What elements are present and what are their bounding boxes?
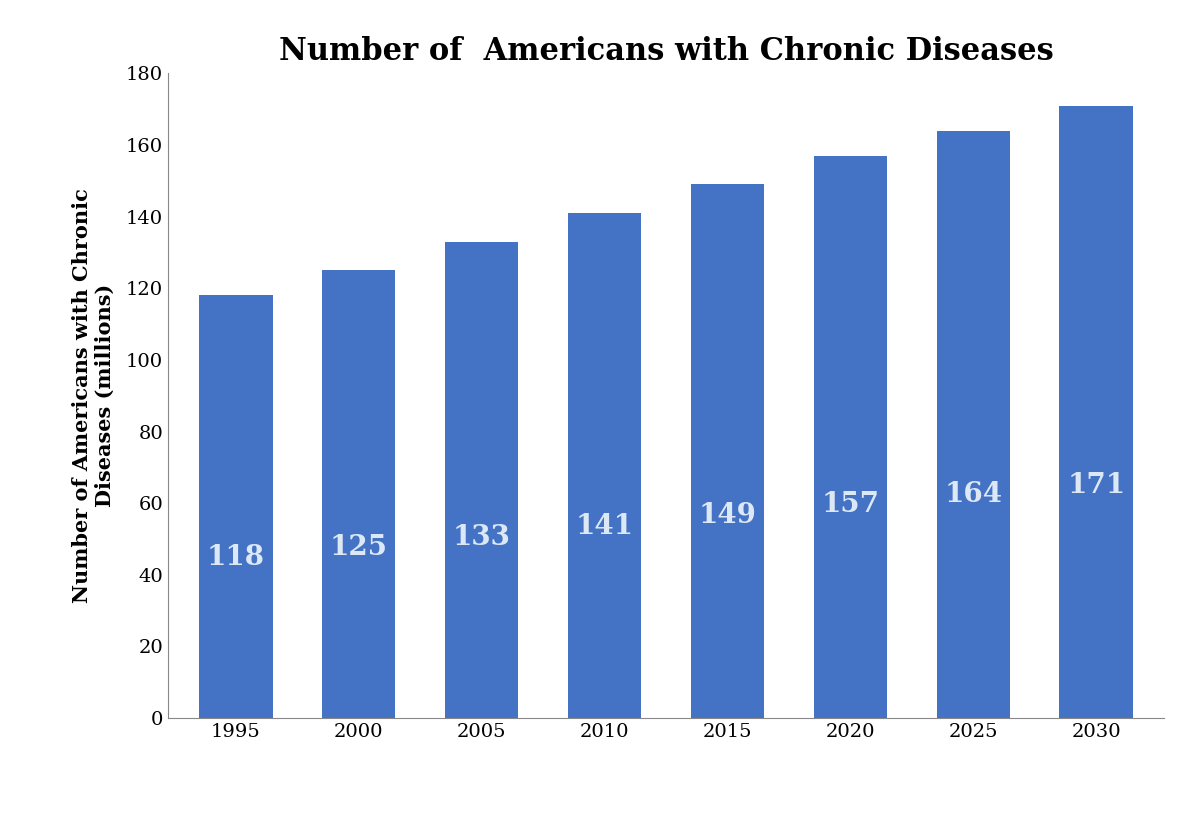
Bar xyxy=(690,184,764,718)
Text: 149: 149 xyxy=(698,502,756,529)
Bar xyxy=(814,156,887,718)
Bar xyxy=(936,131,1010,718)
Text: 171: 171 xyxy=(1067,472,1126,499)
Text: 141: 141 xyxy=(576,512,634,539)
Y-axis label: Number of Americans with Chronic
Diseases (millions): Number of Americans with Chronic Disease… xyxy=(72,188,115,603)
Text: 118: 118 xyxy=(206,544,265,571)
Bar xyxy=(1060,105,1133,718)
Text: 125: 125 xyxy=(330,534,388,561)
Bar xyxy=(568,213,642,718)
Text: 157: 157 xyxy=(822,491,880,518)
Text: 133: 133 xyxy=(452,524,510,551)
Title: Number of  Americans with Chronic Diseases: Number of Americans with Chronic Disease… xyxy=(278,36,1054,67)
Bar xyxy=(322,270,396,718)
Bar xyxy=(199,295,272,718)
Text: 164: 164 xyxy=(944,481,1002,508)
Bar xyxy=(445,242,518,718)
